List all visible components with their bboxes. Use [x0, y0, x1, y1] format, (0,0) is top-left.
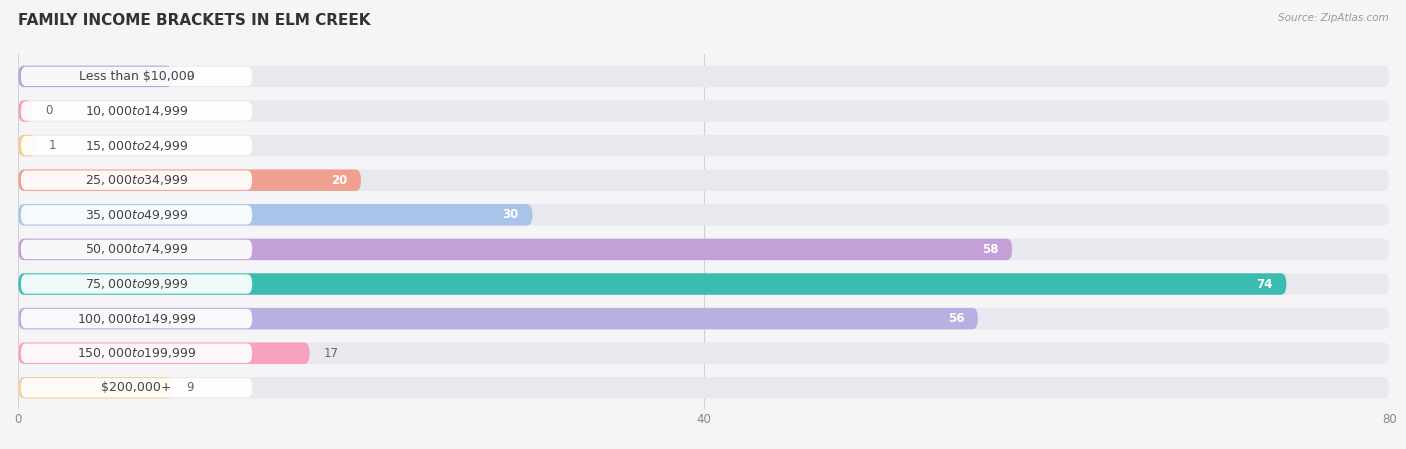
Text: 58: 58 — [981, 243, 998, 256]
FancyBboxPatch shape — [18, 204, 1389, 225]
Text: Less than $10,000: Less than $10,000 — [79, 70, 194, 83]
FancyBboxPatch shape — [18, 169, 361, 191]
Text: 56: 56 — [948, 312, 965, 325]
Text: 1: 1 — [49, 139, 56, 152]
Text: $35,000 to $49,999: $35,000 to $49,999 — [84, 208, 188, 222]
FancyBboxPatch shape — [18, 377, 173, 399]
FancyBboxPatch shape — [21, 67, 252, 86]
FancyBboxPatch shape — [18, 273, 1389, 295]
FancyBboxPatch shape — [21, 136, 252, 155]
FancyBboxPatch shape — [18, 100, 1389, 122]
FancyBboxPatch shape — [18, 377, 1389, 399]
FancyBboxPatch shape — [18, 100, 32, 122]
Text: 74: 74 — [1256, 277, 1272, 291]
Text: 9: 9 — [186, 70, 194, 83]
Text: 20: 20 — [330, 174, 347, 187]
Text: $10,000 to $14,999: $10,000 to $14,999 — [84, 104, 188, 118]
Text: $200,000+: $200,000+ — [101, 381, 172, 394]
Text: 17: 17 — [323, 347, 339, 360]
Text: $150,000 to $199,999: $150,000 to $199,999 — [77, 346, 197, 360]
Text: $15,000 to $24,999: $15,000 to $24,999 — [84, 139, 188, 153]
FancyBboxPatch shape — [18, 135, 1389, 156]
Text: $100,000 to $149,999: $100,000 to $149,999 — [77, 312, 197, 326]
FancyBboxPatch shape — [18, 239, 1389, 260]
FancyBboxPatch shape — [18, 66, 173, 87]
FancyBboxPatch shape — [21, 378, 252, 397]
FancyBboxPatch shape — [18, 343, 309, 364]
FancyBboxPatch shape — [21, 101, 252, 121]
FancyBboxPatch shape — [18, 239, 1012, 260]
FancyBboxPatch shape — [21, 240, 252, 259]
FancyBboxPatch shape — [18, 66, 1389, 87]
FancyBboxPatch shape — [18, 273, 1286, 295]
Text: $25,000 to $34,999: $25,000 to $34,999 — [84, 173, 188, 187]
FancyBboxPatch shape — [21, 309, 252, 328]
Text: FAMILY INCOME BRACKETS IN ELM CREEK: FAMILY INCOME BRACKETS IN ELM CREEK — [18, 13, 371, 28]
Text: Source: ZipAtlas.com: Source: ZipAtlas.com — [1278, 13, 1389, 23]
FancyBboxPatch shape — [21, 205, 252, 224]
Text: $50,000 to $74,999: $50,000 to $74,999 — [84, 242, 188, 256]
FancyBboxPatch shape — [21, 343, 252, 363]
FancyBboxPatch shape — [21, 274, 252, 294]
FancyBboxPatch shape — [18, 308, 979, 330]
Text: 30: 30 — [502, 208, 519, 221]
Text: 0: 0 — [45, 105, 53, 118]
FancyBboxPatch shape — [18, 204, 533, 225]
FancyBboxPatch shape — [21, 171, 252, 190]
FancyBboxPatch shape — [18, 343, 1389, 364]
Text: $75,000 to $99,999: $75,000 to $99,999 — [84, 277, 188, 291]
FancyBboxPatch shape — [18, 169, 1389, 191]
FancyBboxPatch shape — [18, 135, 35, 156]
FancyBboxPatch shape — [18, 308, 1389, 330]
Text: 9: 9 — [186, 381, 194, 394]
